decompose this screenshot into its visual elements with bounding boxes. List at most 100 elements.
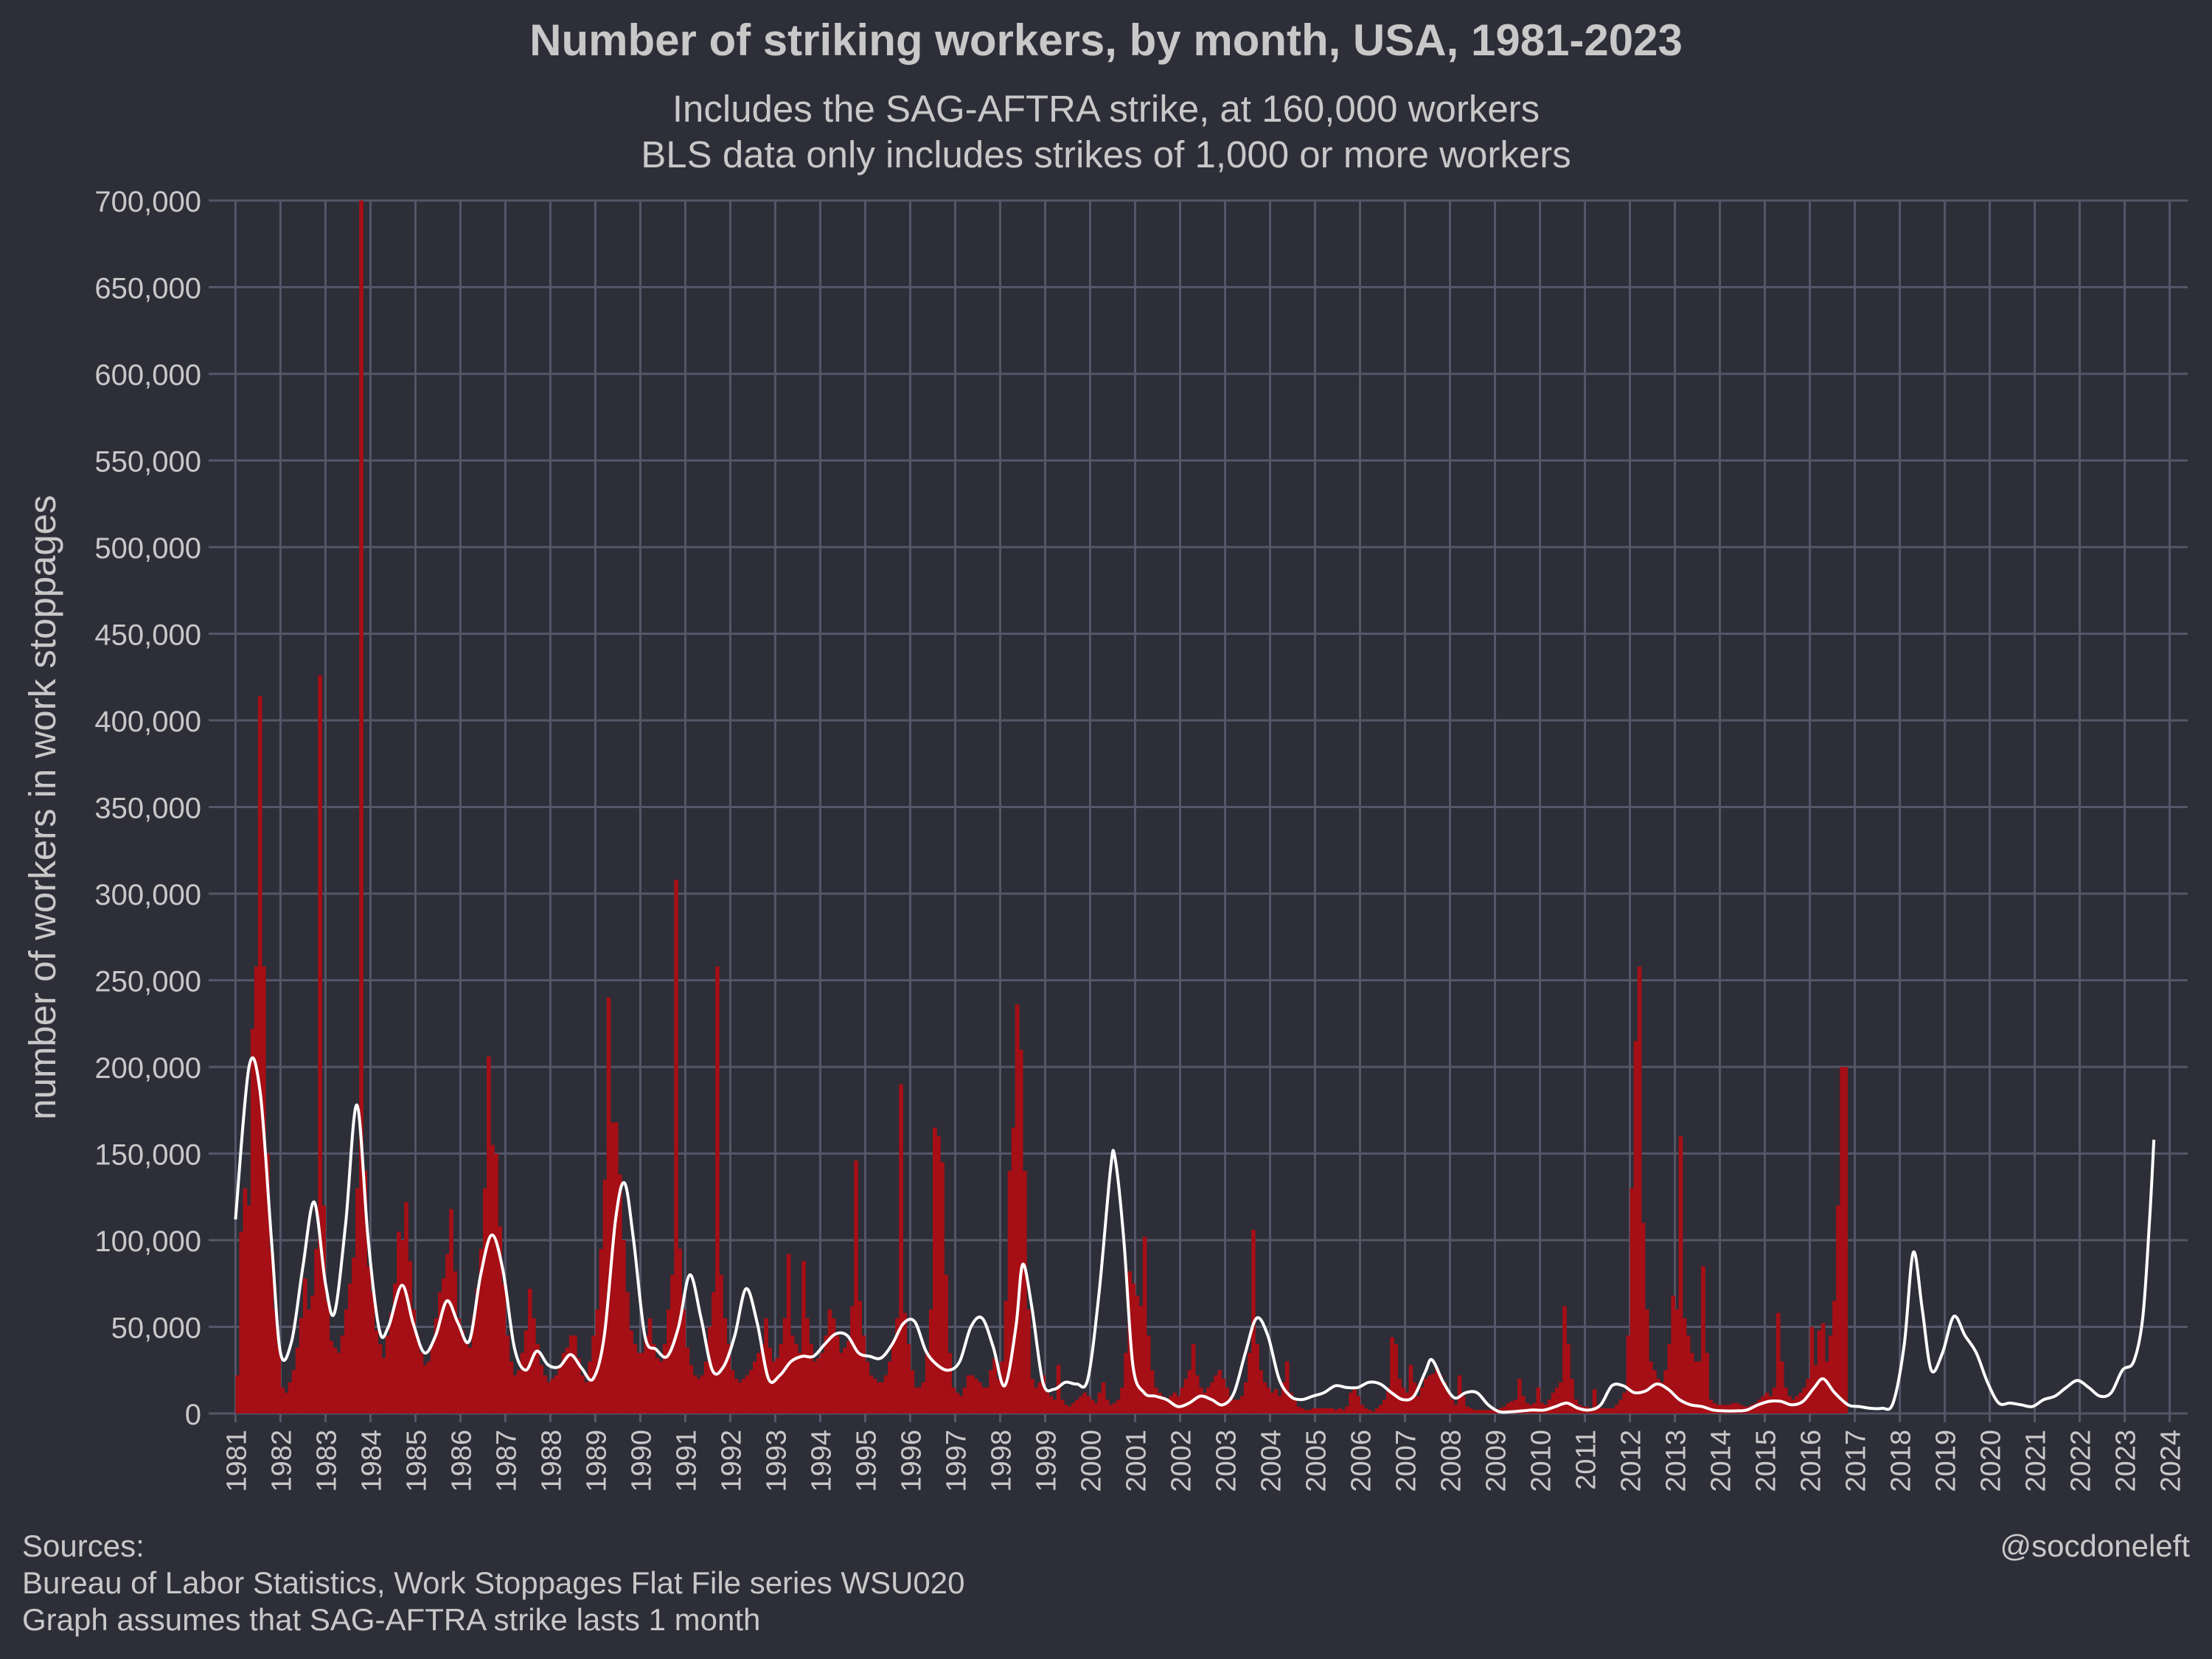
- sources-line-2: Graph assumes that SAG-AFTRA strike last…: [22, 1602, 761, 1637]
- bar: [793, 1344, 799, 1413]
- x-tick-label: 2015: [1751, 1430, 1782, 1492]
- bar: [532, 1318, 536, 1413]
- bar: [1086, 1396, 1091, 1413]
- bar: [1214, 1375, 1218, 1413]
- bar: [1532, 1402, 1537, 1413]
- bar: [1783, 1387, 1788, 1413]
- bar: [1015, 1004, 1020, 1413]
- bar: [617, 1174, 622, 1413]
- bar: [299, 1318, 304, 1413]
- bar: [1525, 1402, 1529, 1413]
- bar: [876, 1382, 881, 1413]
- y-tick-label: 650,000: [94, 273, 201, 305]
- bar: [712, 1292, 716, 1413]
- bar: [1461, 1396, 1466, 1413]
- bar: [1281, 1382, 1286, 1413]
- bar: [1232, 1399, 1237, 1413]
- bar: [1824, 1361, 1829, 1413]
- bar: [760, 1344, 765, 1413]
- bar: [464, 1340, 469, 1413]
- bar: [1693, 1361, 1698, 1413]
- bar: [336, 1352, 341, 1413]
- bar: [306, 1310, 311, 1413]
- bar: [1345, 1406, 1349, 1413]
- y-axis: 0 50,000 100,000 150,000 200,000 250,000 300,0…: [94, 186, 218, 1431]
- bar: [520, 1352, 525, 1413]
- bar: [1374, 1408, 1380, 1413]
- bar: [689, 1365, 694, 1413]
- bar: [1277, 1396, 1282, 1413]
- bar: [1644, 1310, 1649, 1413]
- bar: [415, 1335, 420, 1413]
- x-tick-label: 1986: [446, 1430, 477, 1492]
- bar: [1540, 1402, 1545, 1413]
- bar: [869, 1375, 874, 1413]
- bar: [1187, 1370, 1192, 1413]
- bar: [1435, 1368, 1439, 1413]
- bar: [932, 1127, 937, 1413]
- bar: [914, 1387, 919, 1413]
- bar: [1491, 1410, 1496, 1413]
- bar: [370, 1292, 375, 1413]
- bar: [622, 1240, 626, 1413]
- bar: [1329, 1408, 1335, 1413]
- bar: [644, 1335, 649, 1413]
- bar: [1566, 1344, 1571, 1413]
- x-tick-label: 1996: [896, 1430, 927, 1492]
- bar: [1131, 1283, 1136, 1413]
- bar: [1124, 1352, 1128, 1413]
- bar: [1135, 1295, 1140, 1413]
- x-tick-label: 1987: [491, 1430, 522, 1492]
- bar: [1150, 1370, 1155, 1413]
- bar: [1037, 1382, 1043, 1413]
- bar: [1161, 1396, 1166, 1413]
- bar: [1562, 1306, 1567, 1413]
- bar: [516, 1370, 521, 1413]
- x-tick-label: 2011: [1571, 1430, 1602, 1490]
- sources-heading: Sources:: [22, 1528, 145, 1563]
- x-tick-label: 2017: [1841, 1430, 1872, 1492]
- bar: [1378, 1405, 1383, 1413]
- bar: [288, 1382, 293, 1413]
- bar: [1093, 1402, 1099, 1413]
- bar: [1431, 1373, 1436, 1413]
- bar: [775, 1357, 780, 1413]
- bar: [1618, 1399, 1623, 1413]
- bar: [351, 1257, 356, 1413]
- bar: [602, 1179, 608, 1413]
- bar: [408, 1261, 412, 1413]
- bar: [546, 1382, 552, 1413]
- bar: [1641, 1222, 1646, 1413]
- x-tick-label: 1990: [626, 1430, 657, 1492]
- bar: [1112, 1402, 1117, 1413]
- bar: [944, 1275, 948, 1413]
- bar: [1517, 1379, 1522, 1413]
- bar: [973, 1379, 978, 1413]
- bar: [467, 1347, 473, 1413]
- bar: [959, 1396, 964, 1413]
- smooth-line-series: [234, 1056, 2156, 1414]
- bar: [1472, 1410, 1477, 1413]
- bar: [1753, 1402, 1758, 1413]
- bar: [1554, 1387, 1559, 1413]
- bar: [610, 1122, 615, 1413]
- bar: [1153, 1387, 1158, 1413]
- bar: [992, 1357, 997, 1413]
- bar: [790, 1335, 795, 1413]
- bar: [1521, 1396, 1526, 1413]
- bar: [1592, 1389, 1597, 1413]
- x-tick-label: 2023: [2111, 1430, 2142, 1492]
- bar: [475, 1288, 480, 1413]
- bar: [591, 1335, 597, 1413]
- bar: [1626, 1335, 1631, 1413]
- x-axis: 1981 1982 1983 1984 1985 1986 1987 1988 1989 1990…: [221, 1413, 2187, 1492]
- bar: [1138, 1306, 1144, 1413]
- x-tick-label: 1985: [401, 1430, 432, 1492]
- chart-subtitle-line-2: BLS data only includes strikes of 1,000 …: [641, 133, 1571, 175]
- bar: [257, 696, 262, 1413]
- bar: [1446, 1392, 1451, 1413]
- bar: [1405, 1392, 1410, 1413]
- bar: [1071, 1402, 1076, 1413]
- chart-title: Number of striking workers, by month, US…: [529, 15, 1683, 65]
- bar: [1371, 1411, 1376, 1413]
